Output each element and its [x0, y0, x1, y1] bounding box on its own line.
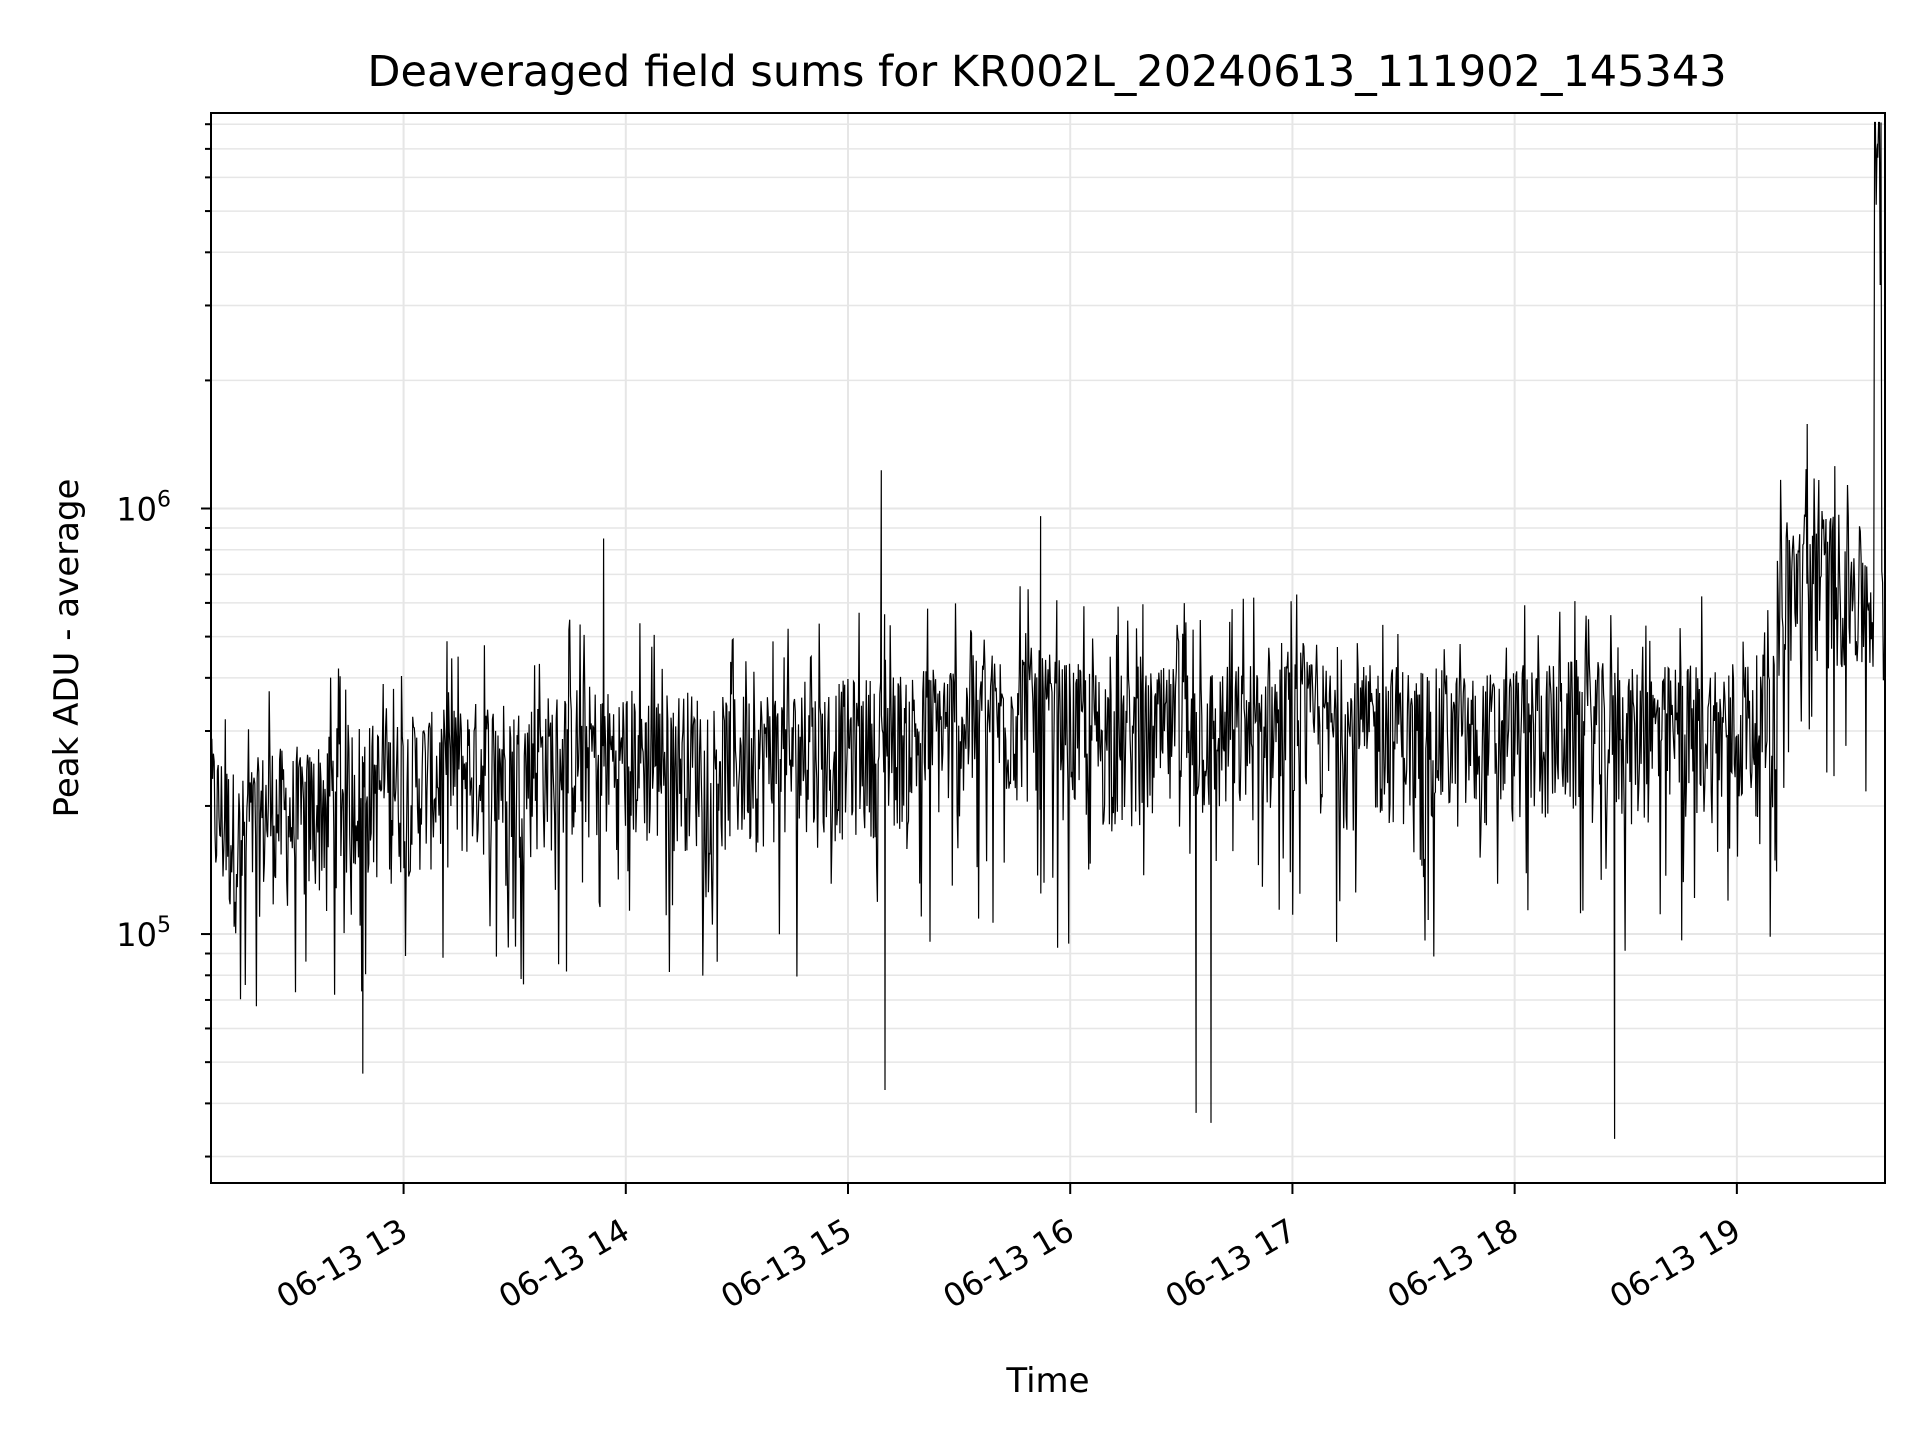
- x-tick-label: 06-13 18: [1381, 1211, 1525, 1316]
- x-tick-label: 06-13 14: [492, 1211, 636, 1316]
- series-layer: [210, 121, 1886, 1139]
- y-tick-label: 105: [116, 913, 171, 954]
- y-axis-label: Peak ADU - average: [47, 479, 87, 818]
- x-tick-label: 06-13 19: [1603, 1211, 1747, 1316]
- chart-title: Deaveraged field sums for KR002L_2024061…: [367, 47, 1726, 97]
- x-tick-label: 06-13 13: [270, 1211, 414, 1316]
- y-tick-label: 106: [116, 488, 171, 529]
- y-axis: 105 106: [116, 123, 211, 1158]
- x-tick-label: 06-13 16: [937, 1211, 1081, 1316]
- x-axis: 06-13 13 06-13 14 06-13 15 06-13 16 06-13 17…: [270, 1183, 1747, 1316]
- x-tick-label: 06-13 17: [1159, 1211, 1303, 1316]
- plot-frame: [210, 112, 1886, 1184]
- series-line: [210, 121, 1886, 1139]
- x-axis-label: Time: [1005, 1361, 1089, 1401]
- x-tick-label: 06-13 15: [714, 1211, 858, 1316]
- grid: [211, 113, 1885, 1183]
